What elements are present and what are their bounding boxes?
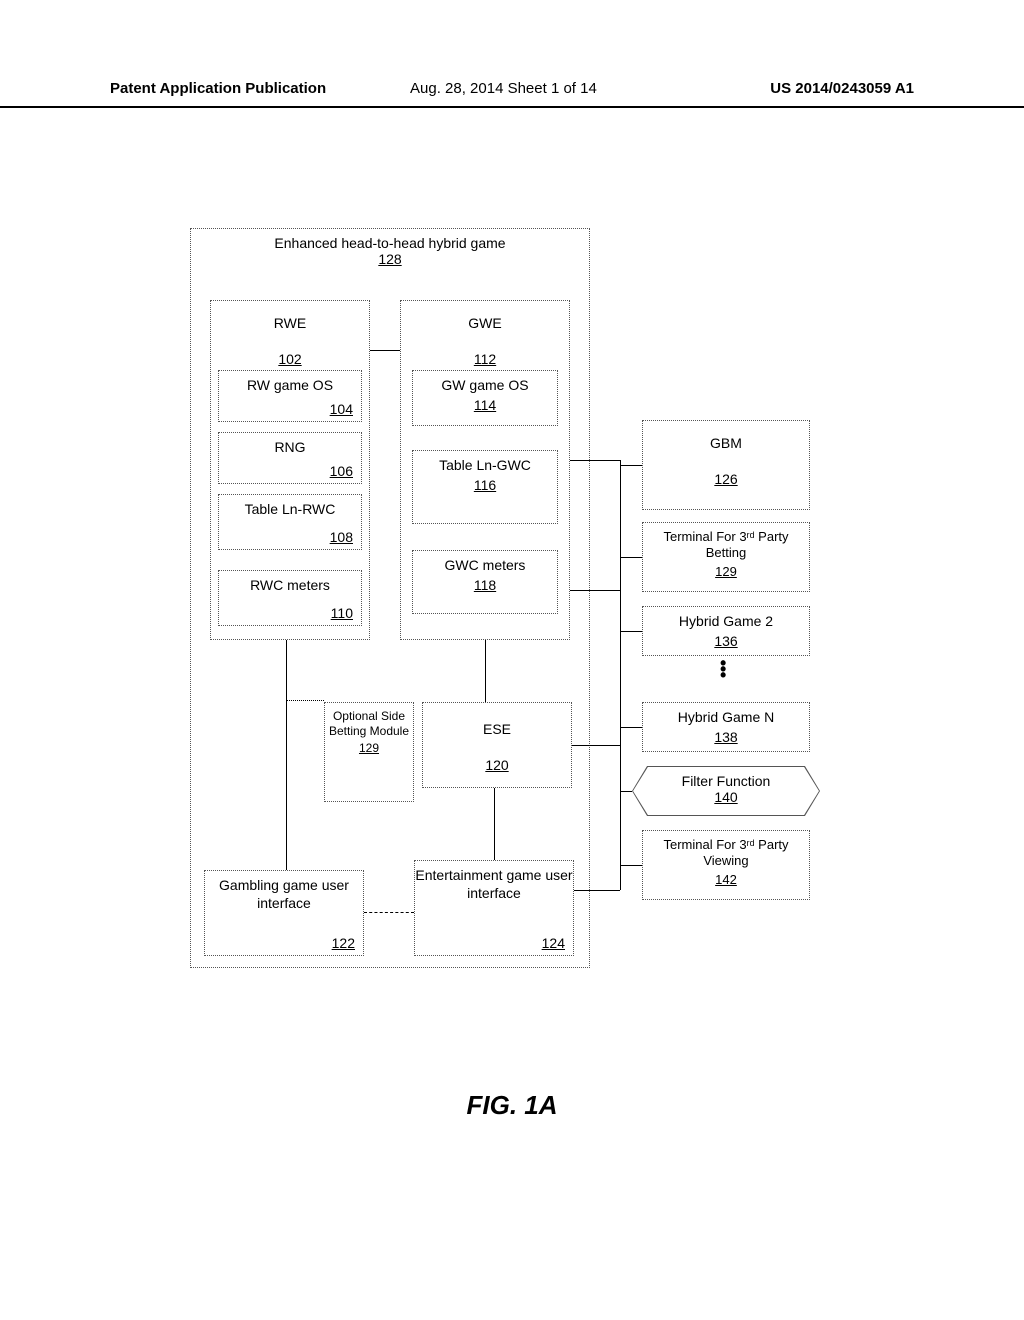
box-ref: 112	[474, 351, 496, 367]
box-ref: 120	[485, 757, 508, 773]
box-ref: 124	[542, 935, 565, 951]
box-ref: 128	[191, 251, 589, 267]
box-label: Optional Side Betting Module	[325, 703, 413, 739]
box-ref: 138	[714, 729, 737, 745]
box-label: GWE	[401, 301, 569, 333]
box-label: GWC meters	[413, 551, 557, 575]
box-ref: 129	[715, 564, 737, 579]
box-gwc_table: Table Ln-GWC 116	[412, 450, 558, 524]
box-gwc_meters: GWC meters 118	[412, 550, 558, 614]
box-gw_os: GW game OS 114	[412, 370, 558, 426]
box-label: Hybrid Game N	[643, 703, 809, 727]
box-term_view: Terminal For 3ʳᵈ Party Viewing 142	[642, 830, 810, 900]
box-ref: 104	[330, 401, 353, 417]
box-term_bet: Terminal For 3ʳᵈ Party Betting 129	[642, 522, 810, 592]
connector-13	[494, 788, 495, 860]
connector-bus	[620, 460, 621, 890]
connector-5	[620, 631, 642, 632]
box-ref: 108	[330, 529, 353, 545]
box-ref: 106	[330, 463, 353, 479]
connector-4	[620, 557, 642, 558]
header-mid: Aug. 28, 2014 Sheet 1 of 14	[410, 80, 597, 97]
connector-0	[370, 350, 400, 351]
box-label: GW game OS	[413, 371, 557, 395]
header-right: US 2014/0243059 A1	[770, 80, 914, 97]
box-label: Entertainment game user interface	[415, 861, 573, 902]
box-side_bet: Optional Side Betting Module 129	[324, 702, 414, 802]
box-hybridn: Hybrid Game N 138	[642, 702, 810, 752]
box-ref: 114	[474, 397, 496, 413]
box-hybrid2: Hybrid Game 2 136	[642, 606, 810, 656]
box-rwc_meters: RWC meters 110	[218, 570, 362, 626]
connector-10	[574, 890, 620, 891]
box-ese: ESE 120	[422, 702, 572, 788]
ellipsis-icon: •••	[720, 660, 726, 678]
box-ref: 136	[714, 633, 737, 649]
box-ent_ui: Entertainment game user interface 124	[414, 860, 574, 956]
box-label: ESE	[423, 703, 571, 739]
connector-2	[570, 590, 620, 591]
box-gambling_ui: Gambling game user interface 122	[204, 870, 364, 956]
box-ref: 129	[359, 741, 379, 755]
connector-15	[364, 912, 414, 913]
box-ref: 142	[715, 872, 737, 887]
box-rwc_table: Table Ln-RWC 108	[218, 494, 362, 550]
box-ref: 110	[331, 605, 353, 621]
connector-6	[620, 727, 642, 728]
connector-7	[620, 791, 632, 792]
connector-14	[286, 700, 324, 701]
box-ref: 126	[714, 471, 737, 487]
box-label: Hybrid Game 2	[643, 607, 809, 631]
box-label: Gambling game user interface	[205, 871, 363, 912]
box-rng: RNG 106	[218, 432, 362, 484]
connector-9	[572, 745, 620, 746]
box-ref: 140	[714, 789, 737, 805]
box-label: Terminal For 3ʳᵈ Party Betting	[643, 523, 809, 562]
connector-8	[620, 865, 642, 866]
box-ref: 116	[474, 477, 496, 493]
box-label: GBM	[643, 421, 809, 453]
box-ref: 122	[332, 935, 355, 951]
box-ref: 118	[474, 577, 496, 593]
box-label: RWC meters	[219, 571, 361, 595]
box-rw_os: RW game OS 104	[218, 370, 362, 422]
connector-12	[485, 640, 486, 702]
box-label: Enhanced head-to-head hybrid game	[191, 229, 589, 251]
connector-1	[570, 460, 620, 461]
box-label: RNG	[219, 433, 361, 457]
box-label: Table Ln-GWC	[413, 451, 557, 475]
connector-3	[620, 465, 642, 466]
box-gbm: GBM 126	[642, 420, 810, 510]
page-header: Patent Application Publication Aug. 28, …	[0, 78, 1024, 108]
box-label: RWE	[211, 301, 369, 333]
header-left: Patent Application Publication	[110, 80, 326, 97]
box-label: RW game OS	[219, 371, 361, 395]
connector-11	[286, 640, 287, 870]
figure-label: FIG. 1A	[0, 1090, 1024, 1121]
box-label: Filter Function	[633, 767, 819, 789]
box-ref: 102	[278, 351, 301, 367]
box-label: Table Ln-RWC	[219, 495, 361, 519]
box-label: Terminal For 3ʳᵈ Party Viewing	[643, 831, 809, 870]
